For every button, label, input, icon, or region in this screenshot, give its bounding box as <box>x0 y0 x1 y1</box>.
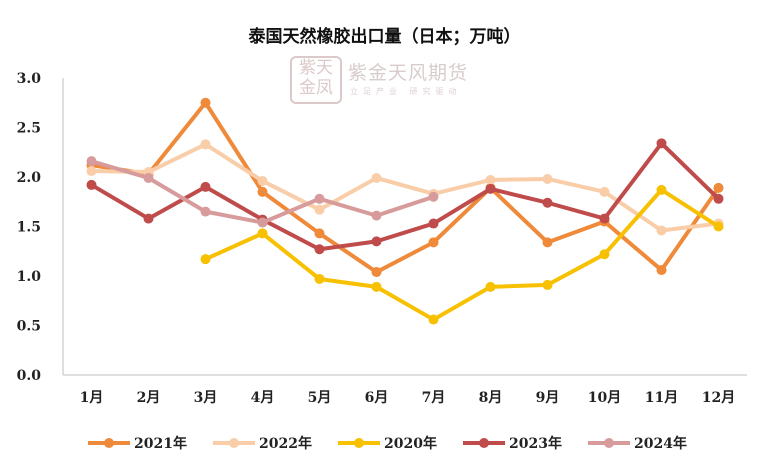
series-4 <box>86 138 724 255</box>
series-line <box>89 142 721 233</box>
data-point <box>314 193 325 204</box>
x-tick-label: 3月 <box>194 390 218 406</box>
data-point <box>86 179 97 190</box>
legend-item: 2024年 <box>588 435 687 452</box>
data-point <box>485 183 496 194</box>
x-tick-label: 9月 <box>536 390 560 406</box>
legend-item: 2023年 <box>463 435 562 452</box>
data-point <box>371 172 382 183</box>
series-line <box>89 100 721 275</box>
watermark-logo: 紫天金凤 紫金天风期货 立足产业 研究驱动 <box>290 56 500 104</box>
data-point <box>713 221 724 232</box>
y-tick-label: 2.5 <box>17 121 41 137</box>
data-point <box>86 156 97 167</box>
data-point <box>143 172 154 183</box>
data-point <box>86 166 97 177</box>
legend-label: 2024年 <box>634 435 687 452</box>
data-point <box>599 186 610 197</box>
series-2 <box>86 139 724 236</box>
data-point <box>713 193 724 204</box>
series-5 <box>86 156 439 228</box>
data-point <box>257 228 268 239</box>
legend-swatch-marker <box>104 438 114 448</box>
data-point <box>314 204 325 215</box>
data-point <box>656 138 667 149</box>
data-point <box>656 265 667 276</box>
data-point <box>257 217 268 228</box>
data-point <box>485 174 496 185</box>
legend-swatch-marker <box>479 438 489 448</box>
legend-label: 2023年 <box>509 435 562 452</box>
data-point <box>599 249 610 260</box>
data-point <box>257 175 268 186</box>
data-point <box>143 213 154 224</box>
legend-item: 2022年 <box>213 435 312 452</box>
data-point <box>542 237 553 248</box>
legend-label: 2022年 <box>259 435 312 452</box>
data-point <box>428 314 439 325</box>
x-tick-label: 6月 <box>365 390 389 406</box>
legend-swatch-marker <box>354 438 364 448</box>
legend-label: 2021年 <box>134 435 187 452</box>
data-point <box>428 237 439 248</box>
series-3 <box>200 184 724 325</box>
y-tick-label: 1.5 <box>17 220 41 236</box>
x-tick-label: 4月 <box>251 390 275 406</box>
x-tick-label: 1月 <box>80 390 104 406</box>
data-point <box>200 206 211 217</box>
data-point <box>542 173 553 184</box>
data-point <box>314 228 325 239</box>
data-point <box>542 197 553 208</box>
x-tick-label: 7月 <box>422 390 446 406</box>
data-point <box>257 186 268 197</box>
data-point <box>371 236 382 247</box>
data-point <box>428 191 439 202</box>
x-tick-label: 11月 <box>645 390 678 406</box>
data-point <box>713 182 724 193</box>
legend-swatch-marker <box>604 438 614 448</box>
data-point <box>656 225 667 236</box>
data-point <box>314 244 325 255</box>
x-tick-label: 2月 <box>137 390 161 406</box>
data-point <box>428 218 439 229</box>
watermark-seal: 紫天金凤 <box>290 56 342 104</box>
x-tick-label: 8月 <box>479 390 503 406</box>
watermark-slogan: 立足产业 研究驱动 <box>350 87 462 96</box>
data-point <box>656 184 667 195</box>
data-point <box>371 210 382 221</box>
x-tick-label: 5月 <box>308 390 332 406</box>
data-point <box>542 279 553 290</box>
series-line <box>203 187 721 322</box>
y-tick-label: 3.0 <box>17 71 42 87</box>
y-tick-label: 0.0 <box>17 368 42 384</box>
data-point <box>200 97 211 108</box>
data-point <box>200 254 211 265</box>
watermark-name: 紫金天风期货 <box>348 62 469 84</box>
legend-item: 2021年 <box>88 435 187 452</box>
data-point <box>599 213 610 224</box>
x-tick-label: 12月 <box>702 390 735 406</box>
data-point <box>485 281 496 292</box>
chart-title: 泰国天然橡胶出口量（日本；万吨） <box>248 27 521 47</box>
legend-swatch-marker <box>229 438 239 448</box>
y-tick-label: 1.0 <box>17 269 42 285</box>
y-tick-label: 2.0 <box>17 170 42 186</box>
y-tick-label: 0.5 <box>17 319 41 335</box>
legend-item: 2020年 <box>338 435 437 452</box>
x-tick-label: 10月 <box>588 390 621 406</box>
legend-label: 2020年 <box>384 435 437 452</box>
data-point <box>314 273 325 284</box>
data-point <box>200 181 211 192</box>
data-point <box>371 267 382 278</box>
data-point <box>371 281 382 292</box>
data-point <box>200 139 211 150</box>
series-line <box>89 141 721 252</box>
